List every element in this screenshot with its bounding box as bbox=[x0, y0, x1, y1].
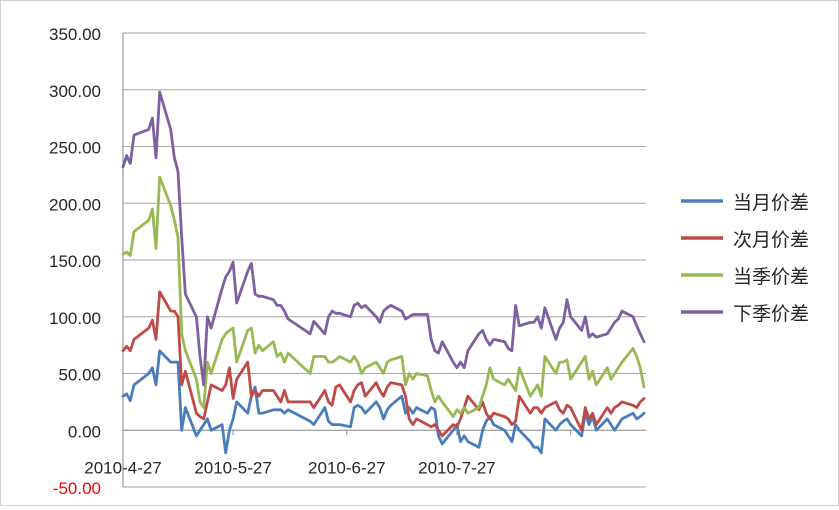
series-line-2 bbox=[121, 290, 646, 438]
series-line-4 bbox=[121, 90, 646, 387]
legend-label: 下季价差 bbox=[733, 303, 809, 325]
y-tick-label: 100.00 bbox=[49, 309, 101, 328]
y-tick-label: 150.00 bbox=[49, 252, 101, 271]
series-lines bbox=[121, 90, 646, 455]
legend-label: 当月价差 bbox=[733, 192, 809, 214]
series-line-3 bbox=[121, 175, 646, 419]
y-tick-label: 350.00 bbox=[49, 25, 101, 44]
legend-label: 次月价差 bbox=[733, 229, 809, 251]
y-tick-label: 250.00 bbox=[49, 139, 101, 158]
y-tick-label: 0.00 bbox=[68, 422, 101, 441]
y-tick-label: 50.00 bbox=[58, 366, 101, 385]
series-line-1 bbox=[121, 349, 646, 455]
legend-label: 当季价差 bbox=[733, 266, 809, 288]
y-tick-label: 300.00 bbox=[49, 82, 101, 101]
axes: 350.00 300.00 250.00 200.00 150.00 100.00 50.0… bbox=[49, 25, 646, 498]
y-tick-label: -50.00 bbox=[53, 479, 101, 498]
x-tick-label: 2010-4-27 bbox=[84, 458, 162, 477]
x-tick-label: 2010-6-27 bbox=[308, 458, 386, 477]
x-tick-label: 2010-7-27 bbox=[418, 458, 496, 477]
x-tick-label: 2010-5-27 bbox=[194, 458, 272, 477]
y-tick-label: 200.00 bbox=[49, 195, 101, 214]
